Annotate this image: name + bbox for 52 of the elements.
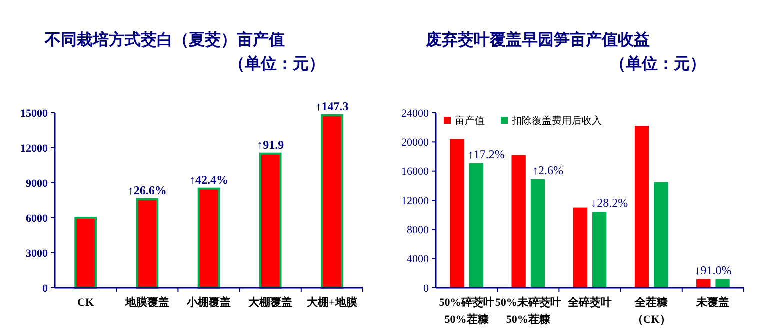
bar: [573, 208, 588, 288]
legend-label: 扣除覆盖费用后收入: [511, 115, 602, 127]
bar: [530, 179, 546, 288]
y-tick-label: 24000: [402, 108, 430, 120]
y-tick-label: 8000: [407, 224, 430, 237]
annotation: ↓91.0%: [694, 263, 732, 278]
chart-title: 废弃茭叶覆盖早园笋亩产值收益: [425, 30, 650, 49]
annotation: ↑26.6%: [128, 183, 167, 198]
x-tick-label: 地膜覆盖: [124, 296, 170, 309]
bar: [696, 279, 711, 288]
x-tick-label: CK: [78, 297, 94, 309]
bar: [450, 139, 464, 288]
x-tick-label: 50%碎茭叶50%茬糠: [439, 296, 494, 326]
x-tick-label: 全茬糠（CK）: [632, 296, 671, 326]
x-tick-label: 大棚+地膜: [307, 296, 358, 309]
bar: [259, 152, 282, 289]
annotation: ↑17.2%: [468, 147, 505, 162]
annotation: ↑91.9: [257, 138, 284, 152]
annotation: ↓28.2%: [591, 196, 628, 210]
bar: [321, 114, 344, 289]
bar: [469, 163, 484, 288]
y-tick-label: 12000: [402, 195, 430, 208]
y-tick-label: 12000: [20, 142, 48, 155]
bar: [716, 279, 730, 288]
y-tick-label: 0: [424, 282, 430, 295]
bar: [512, 155, 526, 288]
bar: [198, 188, 220, 289]
bar: [654, 182, 668, 288]
y-tick-label: 6000: [26, 212, 48, 225]
x-tick-label: 全碎茭叶: [567, 296, 612, 309]
y-tick-label: 20000: [402, 137, 430, 150]
bar: [74, 217, 97, 289]
x-tick-label: 未覆盖: [696, 296, 730, 309]
y-tick-label: 3000: [26, 248, 48, 260]
y-tick-label: 16000: [402, 166, 430, 178]
x-tick-label: 小棚覆盖: [186, 296, 231, 309]
legend-label: 亩产值: [455, 115, 485, 127]
y-tick-label: 4000: [407, 254, 430, 266]
x-tick-label: 50%未碎茭叶50%茬糠: [495, 296, 562, 326]
annotation: ↑42.4%: [190, 172, 228, 187]
x-tick-label: 大棚覆盖: [248, 296, 293, 309]
chart-title: 不同栽培方式茭白（夏茭）亩产值: [44, 30, 285, 49]
y-tick-label: 15000: [20, 108, 48, 120]
bar: [592, 212, 607, 288]
annotation: ↑2.6%: [532, 163, 564, 178]
y-tick-label: 9000: [26, 178, 48, 190]
bar: [634, 126, 650, 288]
annotation: ↑147.3: [316, 99, 349, 114]
y-tick-label: 0: [42, 282, 48, 295]
chart-subtitle: （单位：元）: [610, 55, 706, 73]
chart-subtitle: （单位：元）: [229, 55, 325, 73]
bar: [136, 198, 159, 289]
